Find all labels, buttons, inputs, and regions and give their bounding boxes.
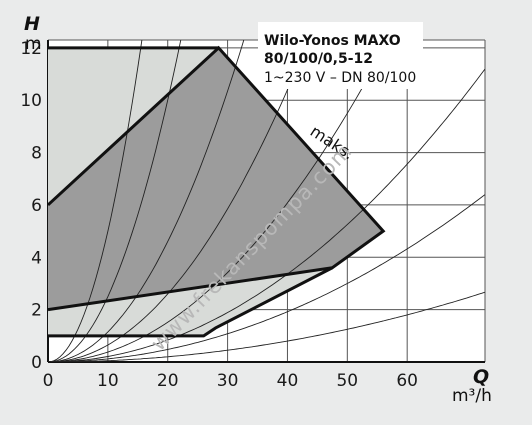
system-curves xyxy=(48,40,485,362)
system-curve xyxy=(48,40,390,362)
y-axis-unit: m xyxy=(25,34,42,54)
boundary-curve xyxy=(48,266,334,338)
y-axis-label: H xyxy=(24,13,40,35)
tick-labels: 0 10 20 30 40 50 60 0 2 4 6 8 10 12 xyxy=(20,39,418,391)
system-curve xyxy=(48,40,245,362)
system-curve xyxy=(48,68,485,362)
system-curve xyxy=(48,40,309,362)
y-tick-label: 4 xyxy=(31,248,42,268)
chart-title-line-1: Wilo-Yonos MAXO xyxy=(264,33,401,49)
y-tick-label: 12 xyxy=(20,39,42,59)
y-tick-label: 10 xyxy=(20,91,42,111)
x-tick-label: 40 xyxy=(277,371,299,391)
x-tick-label: 10 xyxy=(97,371,119,391)
system-curve xyxy=(48,40,143,362)
chart-subtitle: 1~230 V – DN 80/100 xyxy=(264,70,416,86)
y-tick-label: 0 xyxy=(31,353,42,373)
chart-title-line-2: 80/100/0,5-12 xyxy=(264,51,373,67)
x-tick-label: 30 xyxy=(217,371,239,391)
y-tick-label: 8 xyxy=(31,144,42,164)
title-box xyxy=(258,22,423,89)
system-curve xyxy=(48,40,182,362)
x-tick-label: 50 xyxy=(336,371,358,391)
x-axis-unit: m³/h xyxy=(452,386,492,406)
x-tick-label: 20 xyxy=(157,371,179,391)
system-curve xyxy=(48,291,485,362)
y-tick-label: 6 xyxy=(31,196,42,216)
boundary-curve xyxy=(46,45,386,312)
x-axis-label: Q xyxy=(473,366,489,388)
dark-region xyxy=(48,47,384,310)
boundary-curves xyxy=(46,45,386,338)
y-tick-label: 2 xyxy=(31,301,42,321)
system-curve xyxy=(48,194,485,362)
x-tick-label: 0 xyxy=(43,371,54,391)
x-tick-label: 60 xyxy=(396,371,418,391)
